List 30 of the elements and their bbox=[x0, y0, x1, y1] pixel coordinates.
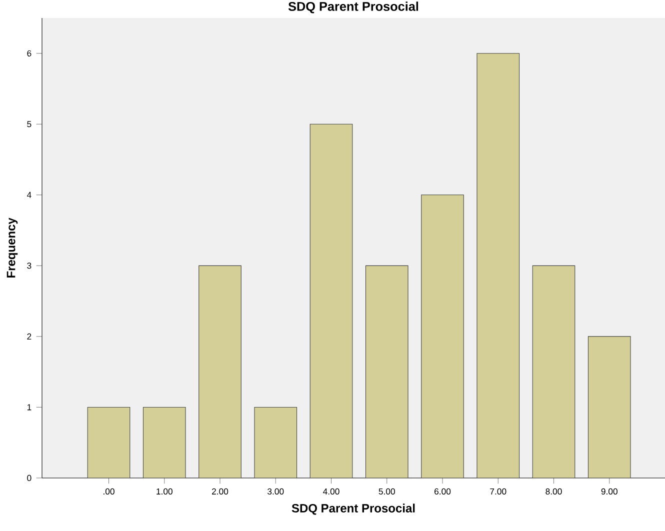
bar bbox=[198, 265, 242, 478]
bar bbox=[588, 336, 631, 478]
y-tick-label: 3 bbox=[27, 262, 32, 269]
x-tick-label: 6.00 bbox=[434, 488, 451, 495]
bar bbox=[532, 265, 576, 478]
y-axis-title: Frequency bbox=[6, 218, 18, 278]
x-tick-label: .00 bbox=[104, 488, 114, 495]
x-tick-label: 7.00 bbox=[490, 488, 506, 495]
bar bbox=[142, 406, 186, 478]
x-tick-label: 8.00 bbox=[546, 488, 562, 495]
bar bbox=[365, 265, 408, 478]
bar bbox=[254, 406, 298, 478]
x-axis-title: SDQ Parent Prosocial bbox=[292, 504, 415, 515]
y-tick-label: 6 bbox=[27, 50, 32, 56]
x-tick-label: 2.00 bbox=[212, 488, 228, 495]
x-tick-label: 5.00 bbox=[378, 488, 395, 495]
bar bbox=[310, 124, 353, 478]
y-tick-label: 1 bbox=[27, 404, 32, 410]
x-tick-label: 9.00 bbox=[601, 488, 618, 495]
y-tick-label: 4 bbox=[26, 192, 32, 198]
bar bbox=[87, 406, 130, 478]
x-tick-label: 3.00 bbox=[268, 488, 284, 495]
x-tick-label: 1.00 bbox=[156, 488, 172, 495]
y-tick-label: 5 bbox=[27, 121, 32, 128]
y-tick-label: 2 bbox=[27, 333, 32, 340]
chart-title: SDQ Parent Prosocial bbox=[288, 2, 418, 14]
bar bbox=[421, 194, 464, 478]
x-tick-label: 4.00 bbox=[323, 488, 340, 495]
y-tick-label: 0 bbox=[27, 474, 32, 482]
bar bbox=[476, 53, 520, 478]
